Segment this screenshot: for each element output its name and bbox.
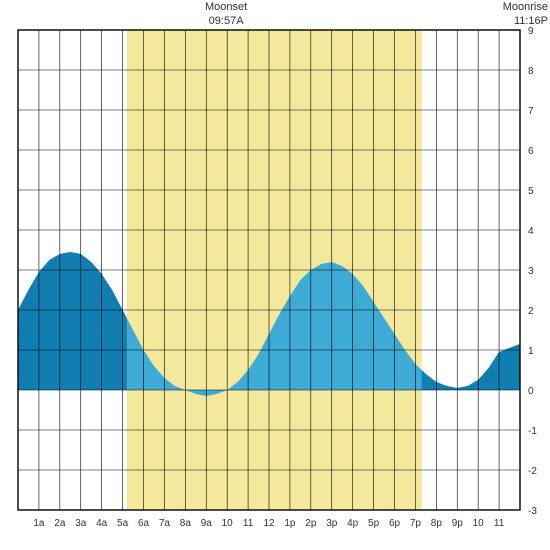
svg-text:2a: 2a xyxy=(54,518,66,529)
svg-text:9a: 9a xyxy=(201,518,213,529)
svg-text:6a: 6a xyxy=(138,518,150,529)
svg-text:3p: 3p xyxy=(326,518,338,529)
svg-text:-2: -2 xyxy=(528,466,537,477)
svg-text:2p: 2p xyxy=(305,518,317,529)
svg-text:4: 4 xyxy=(528,226,534,237)
moonrise-time: 11:16P xyxy=(514,15,548,27)
svg-text:7p: 7p xyxy=(410,518,422,529)
svg-text:9p: 9p xyxy=(452,518,464,529)
chart-svg: 1a2a3a4a5a6a7a8a9a1011121p2p3p4p5p6p7p8p… xyxy=(0,0,550,550)
svg-text:11: 11 xyxy=(243,518,254,529)
svg-text:7a: 7a xyxy=(159,518,171,529)
svg-text:11: 11 xyxy=(494,518,505,529)
svg-text:5p: 5p xyxy=(368,518,380,529)
svg-text:1: 1 xyxy=(528,346,534,357)
svg-text:8a: 8a xyxy=(180,518,192,529)
svg-text:1a: 1a xyxy=(33,518,45,529)
svg-text:6p: 6p xyxy=(389,518,401,529)
svg-text:5a: 5a xyxy=(117,518,129,529)
svg-text:2: 2 xyxy=(528,306,534,317)
svg-text:10: 10 xyxy=(222,518,234,529)
svg-text:7: 7 xyxy=(528,106,534,117)
svg-text:5: 5 xyxy=(528,186,534,197)
svg-text:-3: -3 xyxy=(528,506,537,517)
tide-chart: 1a2a3a4a5a6a7a8a9a1011121p2p3p4p5p6p7p8p… xyxy=(0,0,550,550)
svg-text:10: 10 xyxy=(473,518,485,529)
svg-text:4a: 4a xyxy=(96,518,108,529)
svg-text:12: 12 xyxy=(263,518,275,529)
moonrise-title: Moonrise xyxy=(503,1,548,13)
svg-text:1p: 1p xyxy=(284,518,296,529)
moonset-time: 09:57A xyxy=(209,15,244,27)
svg-text:8: 8 xyxy=(528,66,534,77)
svg-text:0: 0 xyxy=(528,386,534,397)
moonset-title: Moonset xyxy=(205,1,247,13)
svg-text:8p: 8p xyxy=(431,518,443,529)
svg-text:4p: 4p xyxy=(347,518,359,529)
svg-text:6: 6 xyxy=(528,146,534,157)
moonset-label: Moonset 09:57A xyxy=(196,0,256,29)
svg-text:3a: 3a xyxy=(75,518,87,529)
moonrise-label: Moonrise 11:16P xyxy=(488,0,548,29)
svg-text:3: 3 xyxy=(528,266,534,277)
svg-text:-1: -1 xyxy=(528,426,537,437)
